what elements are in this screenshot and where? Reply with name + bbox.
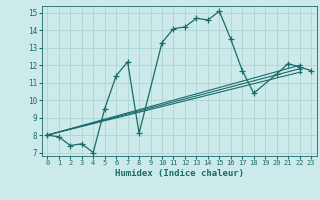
X-axis label: Humidex (Indice chaleur): Humidex (Indice chaleur) — [115, 169, 244, 178]
